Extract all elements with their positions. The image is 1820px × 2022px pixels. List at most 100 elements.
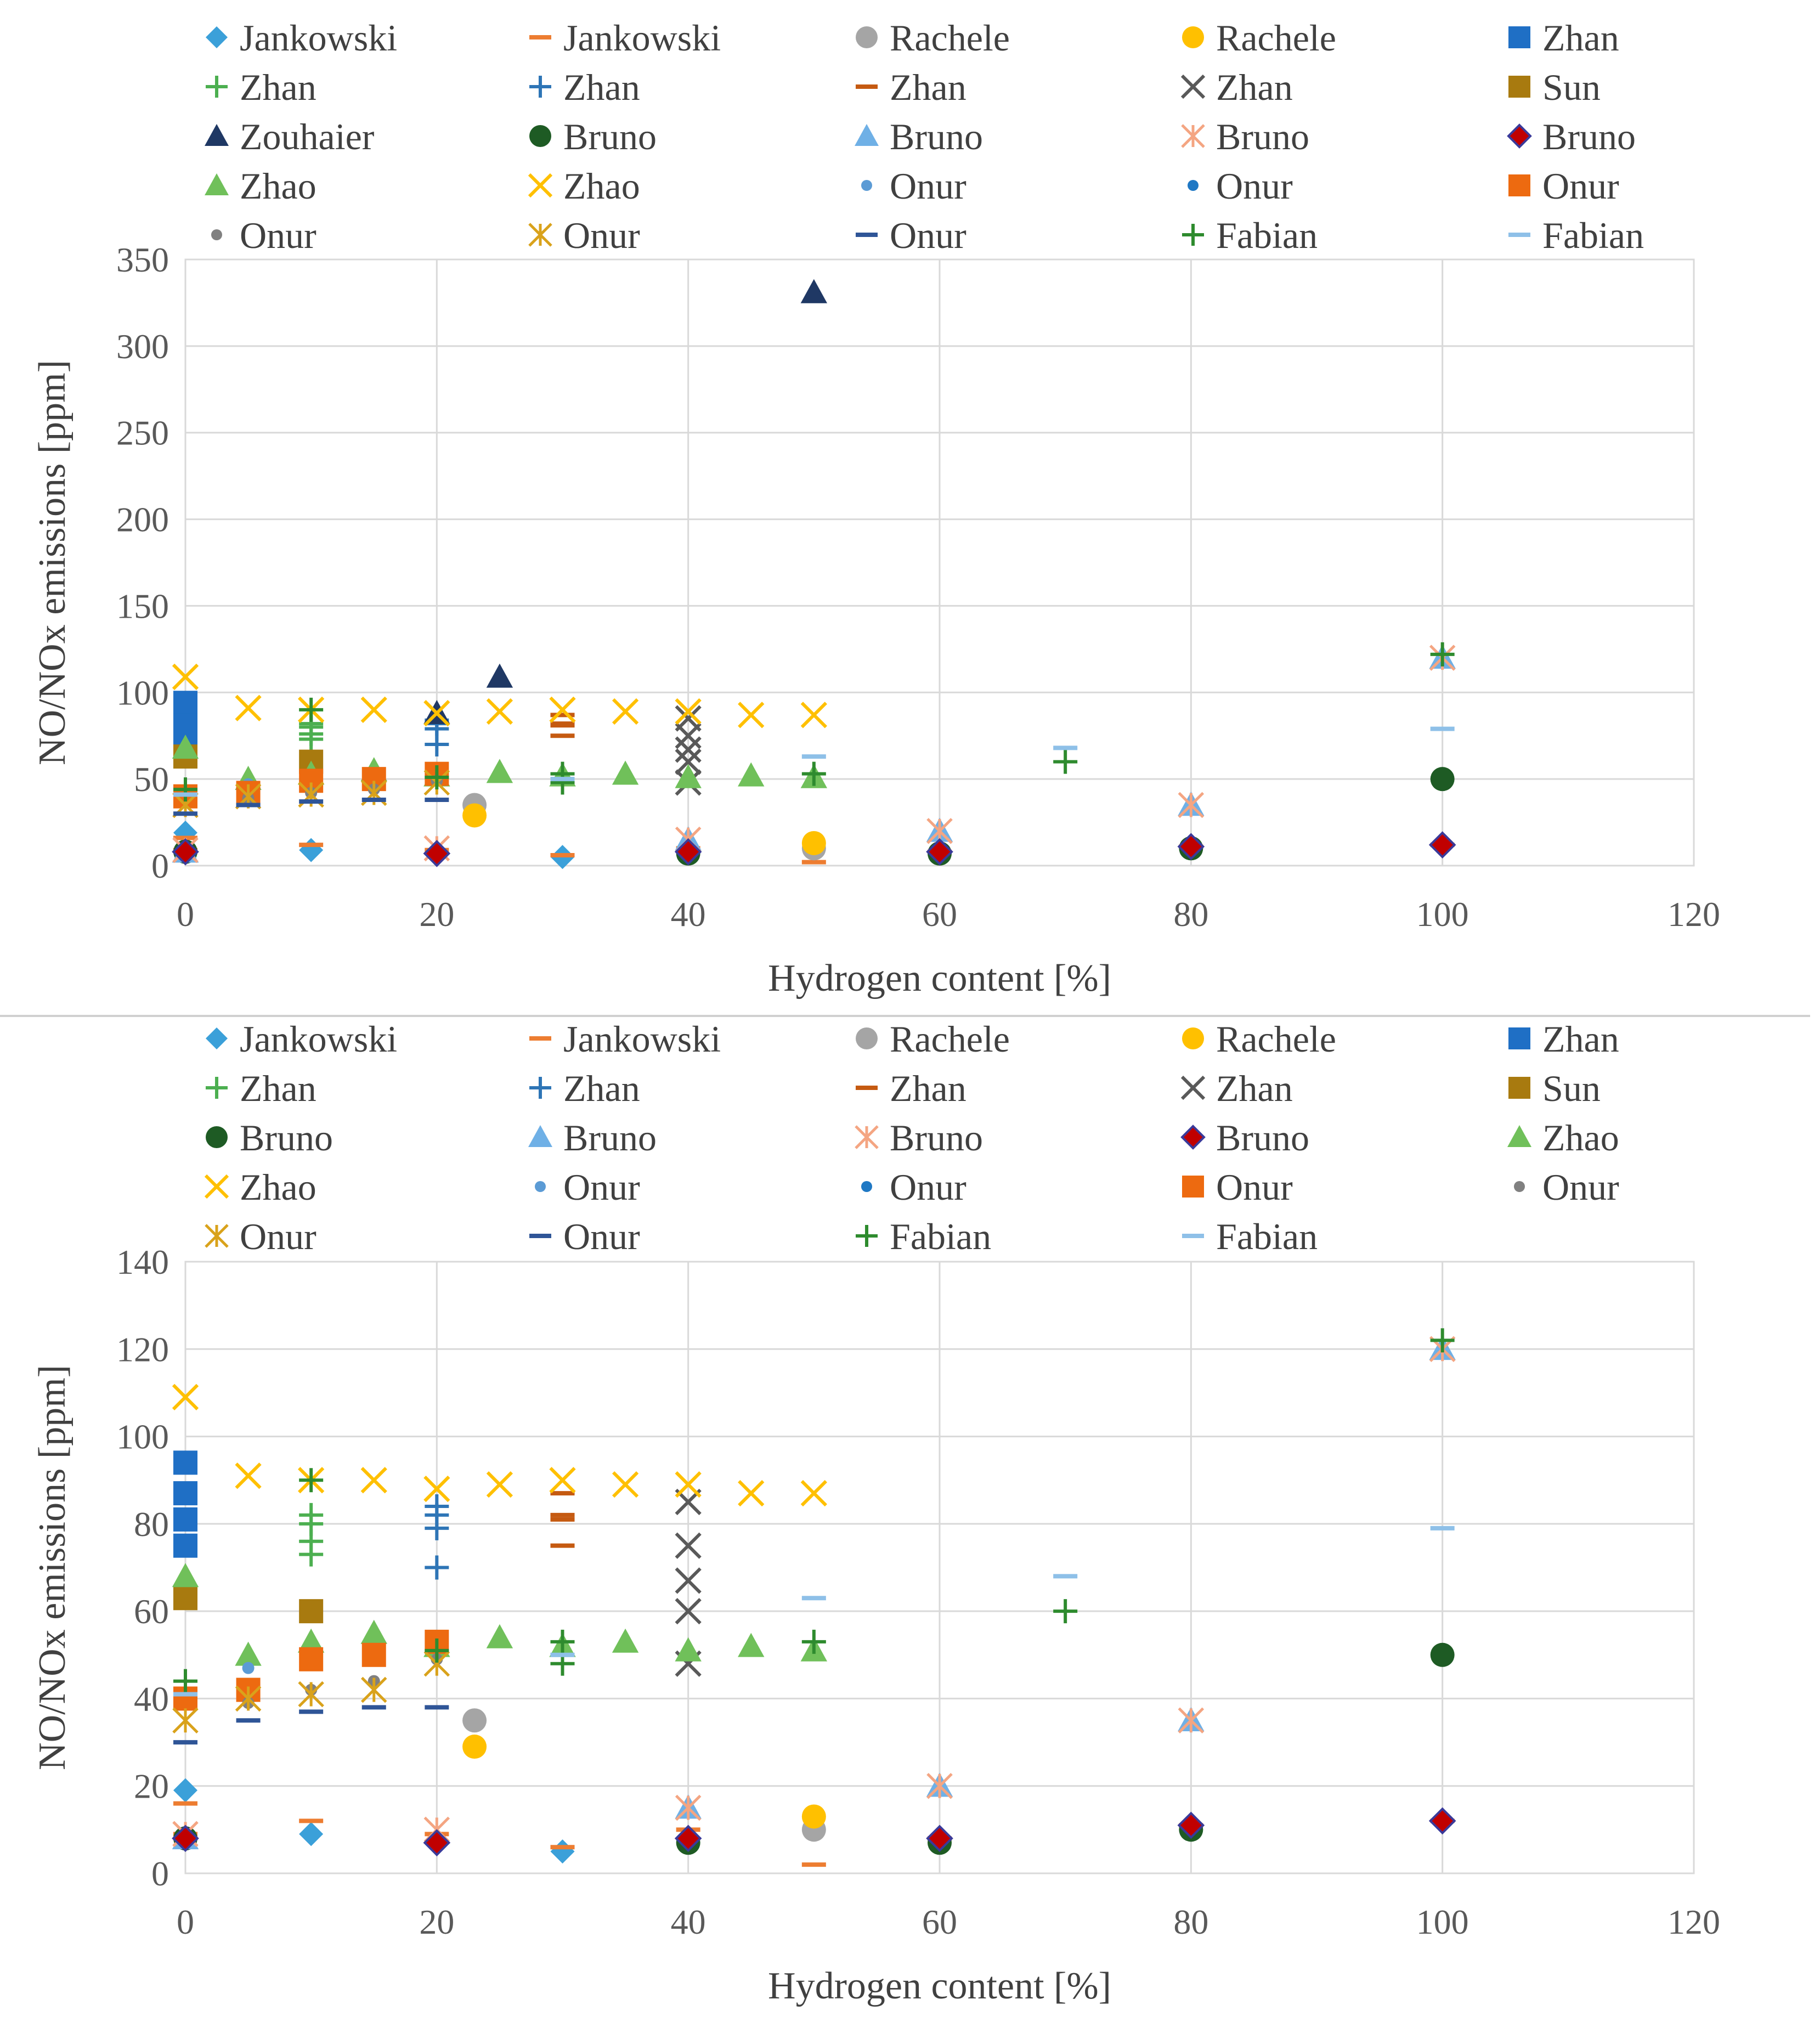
legend-label: Onur (890, 165, 966, 207)
legend-entry: Zhan (206, 1068, 316, 1109)
data-point (801, 1629, 826, 1654)
legend-marker-icon (856, 1225, 878, 1247)
legend-entry: Onur (211, 214, 316, 256)
data-point (486, 1624, 513, 1648)
data-point (360, 1467, 387, 1494)
legend-label: Fabian (1216, 1216, 1318, 1257)
data-point (172, 1707, 199, 1734)
data-point (486, 698, 513, 725)
legend-label: Onur (563, 1166, 640, 1208)
data-point (172, 1383, 199, 1411)
x-tick-label: 20 (419, 895, 454, 934)
data-point (1178, 1707, 1205, 1734)
data-point (360, 1676, 387, 1703)
legend-marker-icon (861, 1181, 872, 1192)
legend-label: Zouhaier (240, 116, 375, 157)
data-point (235, 1685, 262, 1712)
data-point (674, 838, 702, 866)
y-tick-label: 40 (134, 1679, 169, 1718)
legend-label: Rachele (890, 1018, 1010, 1060)
legend-entry: Fabian (1508, 214, 1644, 256)
data-point (675, 698, 702, 725)
legend-entry: Onur (529, 1216, 640, 1257)
data-point (298, 1681, 324, 1708)
legend-label: Zhan (563, 66, 640, 108)
y-tick-label: 140 (116, 1242, 169, 1281)
legend-marker-icon (855, 1125, 879, 1149)
legend-label: Bruno (890, 1117, 983, 1159)
x-tick-label: 40 (671, 1902, 706, 1941)
x-tick-label: 60 (922, 1902, 957, 1941)
y-tick-label: 200 (116, 500, 169, 539)
legend-marker-icon (535, 1181, 546, 1192)
legend-entry: Bruno (528, 1117, 657, 1159)
legend-entry: Onur (856, 214, 966, 256)
legend-entry: Onur (528, 214, 640, 256)
legend-marker-icon (1180, 1075, 1206, 1100)
legend-marker-icon (1508, 76, 1530, 98)
y-tick-label: 0 (151, 1854, 169, 1893)
data-point (1430, 1642, 1455, 1667)
legend-label: Onur (1542, 1166, 1619, 1208)
y-tick-label: 250 (116, 414, 169, 453)
legend-label: Onur (890, 1166, 966, 1208)
x-tick-label: 100 (1416, 895, 1469, 934)
data-point (173, 1533, 197, 1558)
legend-marker-icon (1188, 180, 1199, 191)
legend-label: Bruno (563, 1117, 657, 1159)
data-point (173, 1669, 197, 1693)
legend-entry: Zhao (205, 165, 316, 207)
data-points (172, 279, 1456, 869)
legend-marker-icon (528, 1125, 552, 1147)
legend-marker-icon (1507, 123, 1532, 149)
data-point (172, 838, 199, 866)
data-point (550, 1629, 575, 1654)
legend-marker-icon (1508, 26, 1530, 48)
legend-label: Onur (1216, 1166, 1293, 1208)
data-point (360, 696, 387, 723)
data-point (800, 1479, 827, 1507)
data-point (299, 727, 324, 752)
data-point (235, 1641, 262, 1666)
legend-label: Onur (240, 214, 316, 256)
legend: Jankowski Jankowski Rachele Rachele Zhan Zhan… (205, 17, 1644, 256)
data-point (1430, 1328, 1455, 1353)
data-point (423, 840, 451, 867)
data-point (423, 1476, 450, 1503)
x-tick-label: 0 (177, 895, 194, 934)
legend-entry: Jankowski (206, 17, 397, 59)
y-tick-label: 80 (134, 1505, 169, 1544)
data-point (462, 1735, 487, 1759)
data-point (675, 748, 702, 775)
legend-marker-icon (528, 173, 553, 198)
data-point (360, 1619, 387, 1644)
x-tick-label: 0 (177, 1902, 194, 1941)
data-point (242, 1662, 255, 1674)
legend-label: Zhan (240, 66, 316, 108)
legend-marker-icon (855, 124, 879, 146)
data-point (801, 1804, 826, 1829)
data-point (425, 1638, 449, 1663)
legend-marker-icon (1182, 1027, 1204, 1049)
data-point (425, 732, 449, 756)
legend-label: Zhan (1216, 1068, 1293, 1109)
legend-entry: Jankowski (529, 17, 721, 59)
data-point (173, 777, 197, 802)
legend-entry: Onur (205, 1216, 316, 1257)
legend-entry: Zhan (856, 66, 966, 108)
y-tick-label: 350 (116, 240, 169, 279)
data-point (486, 1471, 513, 1498)
data-point (1177, 833, 1205, 861)
legend-entry: Fabian (1182, 1216, 1318, 1257)
y-tick-label: 120 (116, 1330, 169, 1369)
data-point (423, 700, 450, 727)
data-point (675, 736, 702, 763)
legend-entry: Zhao (1507, 1117, 1619, 1159)
legend-label: Zhao (240, 1166, 316, 1208)
legend-label: Onur (240, 1216, 316, 1257)
legend-marker-icon (861, 180, 872, 191)
legend-label: Onur (1542, 165, 1619, 207)
legend-marker-icon (529, 1077, 551, 1099)
legend-entry: Bruno (206, 1117, 333, 1159)
